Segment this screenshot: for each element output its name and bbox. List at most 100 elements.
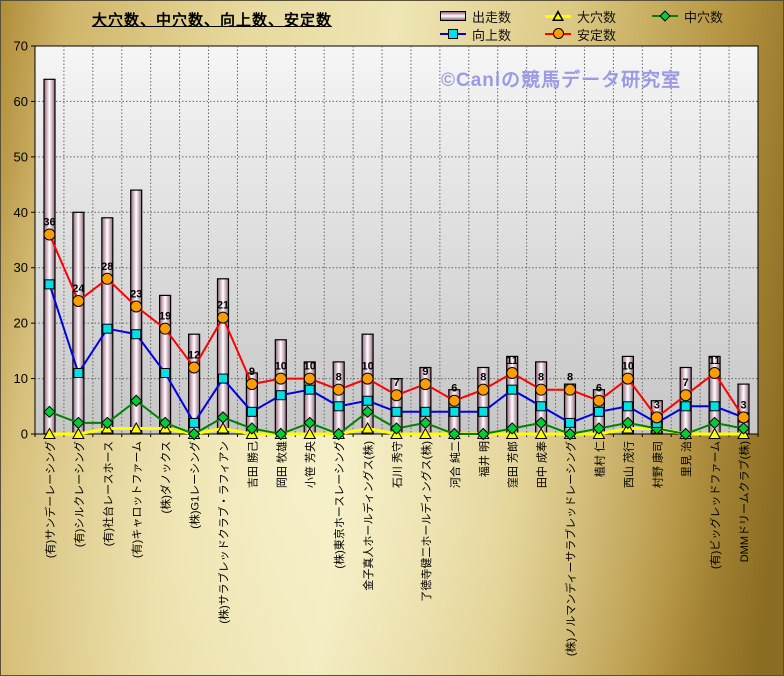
marker-circle (43, 228, 56, 241)
marker-circle (708, 367, 721, 380)
marker-diamond (361, 405, 374, 419)
marker-circle (72, 294, 85, 307)
square-marker-icon (440, 28, 466, 40)
marker-triangle (361, 421, 374, 434)
y-tick-label: 20 (14, 316, 28, 331)
data-label: 8 (567, 372, 573, 384)
marker-diamond (708, 416, 721, 430)
data-label: 11 (506, 355, 518, 367)
marker-diamond (274, 427, 288, 441)
marker-diamond (563, 427, 577, 441)
data-label: 6 (596, 383, 602, 395)
marker-square (565, 417, 576, 428)
marker-circle (650, 411, 663, 424)
data-label: 8 (480, 372, 486, 384)
bar (43, 78, 56, 435)
marker-diamond (72, 416, 85, 430)
x-category-label: (有)シルクレーシング (72, 441, 86, 547)
marker-diamond (448, 427, 461, 441)
legend-item-stable: 安定数 (545, 26, 616, 43)
marker-diamond (187, 427, 201, 441)
marker-triangle (216, 421, 230, 434)
x-category-label: 吉田 勝己 (245, 441, 259, 488)
marker-circle (564, 383, 577, 396)
x-category-label: (株)ダノックス (159, 441, 173, 513)
marker-diamond (419, 416, 432, 430)
x-category-label: 村野 康司 (650, 441, 664, 488)
bar (621, 355, 635, 435)
data-label: 8 (336, 372, 342, 384)
x-category-label: 窪田 芳郎 (506, 441, 520, 488)
data-label: 3 (654, 399, 660, 411)
marker-square (333, 401, 344, 412)
marker-square (217, 373, 228, 384)
data-label: 9 (249, 366, 255, 378)
marker-circle (679, 389, 692, 402)
legend-item-improve: 向上数 (440, 26, 512, 43)
data-label: 23 (130, 289, 142, 301)
legend-label: 向上数 (472, 27, 512, 43)
marker-diamond (158, 416, 172, 430)
circle-marker-icon (545, 28, 571, 40)
marker-circle (419, 378, 432, 391)
plot-area (34, 45, 759, 435)
marker-circle (216, 311, 229, 324)
marker-square (622, 401, 633, 412)
diamond-marker-icon (652, 10, 678, 22)
data-label: 7 (393, 377, 399, 389)
data-label: 10 (304, 361, 316, 373)
marker-circle (245, 378, 258, 391)
marker-square (507, 384, 518, 395)
x-category-label: 石川 秀守 (390, 441, 404, 488)
legend-item-big-upset: 大穴数 (545, 8, 617, 25)
marker-square (275, 390, 286, 401)
marker-diamond (130, 394, 143, 407)
y-tick-label: 70 (14, 39, 28, 54)
x-category-label: (株)ノルマンディーサラブレッドレーシング (564, 441, 578, 656)
x-category-label: (有)社台レースホース (101, 441, 115, 546)
data-label: 21 (217, 300, 229, 312)
marker-diamond (621, 416, 635, 430)
x-category-label: 金子真人ホールディングス(株) (361, 441, 375, 591)
data-label: 28 (101, 261, 113, 273)
data-label: 10 (622, 361, 634, 373)
y-tick-label: 60 (14, 94, 28, 109)
marker-circle (737, 411, 750, 424)
x-category-label: 西山 茂行 (621, 441, 635, 488)
chart-title: 大穴数、中穴数、向上数、安定数 (92, 12, 333, 29)
marker-diamond (737, 422, 750, 435)
marker-diamond (534, 416, 548, 430)
x-category-label: (株)東京ホースレーシング (332, 441, 346, 569)
marker-circle (535, 383, 548, 396)
marker-diamond (505, 422, 519, 435)
x-category-label: 植村 仁 (592, 441, 606, 477)
data-label: 10 (275, 361, 287, 373)
legend-label: 出走数 (472, 9, 512, 25)
marker-circle (274, 372, 287, 385)
data-label: 11 (709, 355, 721, 367)
x-category-label: 里見 治 (679, 441, 693, 477)
marker-square (593, 406, 604, 417)
marker-circle (477, 383, 490, 396)
marker-circle (130, 300, 143, 313)
data-label: 24 (72, 283, 85, 295)
marker-square (73, 368, 84, 379)
marker-square (680, 401, 691, 412)
marker-triangle (43, 427, 56, 439)
bar (216, 278, 230, 435)
data-label: 7 (683, 377, 689, 389)
data-label: 3 (740, 399, 746, 411)
marker-square (536, 401, 547, 412)
data-label: 9 (422, 366, 428, 378)
marker-circle (506, 367, 519, 380)
marker-diamond (303, 416, 316, 430)
marker-diamond (101, 416, 114, 430)
x-category-label: DMMドリームクラブ(株) (737, 441, 751, 562)
bar (274, 339, 287, 435)
legend-label: 大穴数 (577, 9, 617, 25)
data-label: 19 (159, 311, 171, 323)
marker-circle (101, 272, 114, 285)
marker-circle (188, 361, 201, 374)
marker-circle (621, 372, 634, 385)
marker-triangle (419, 427, 432, 439)
